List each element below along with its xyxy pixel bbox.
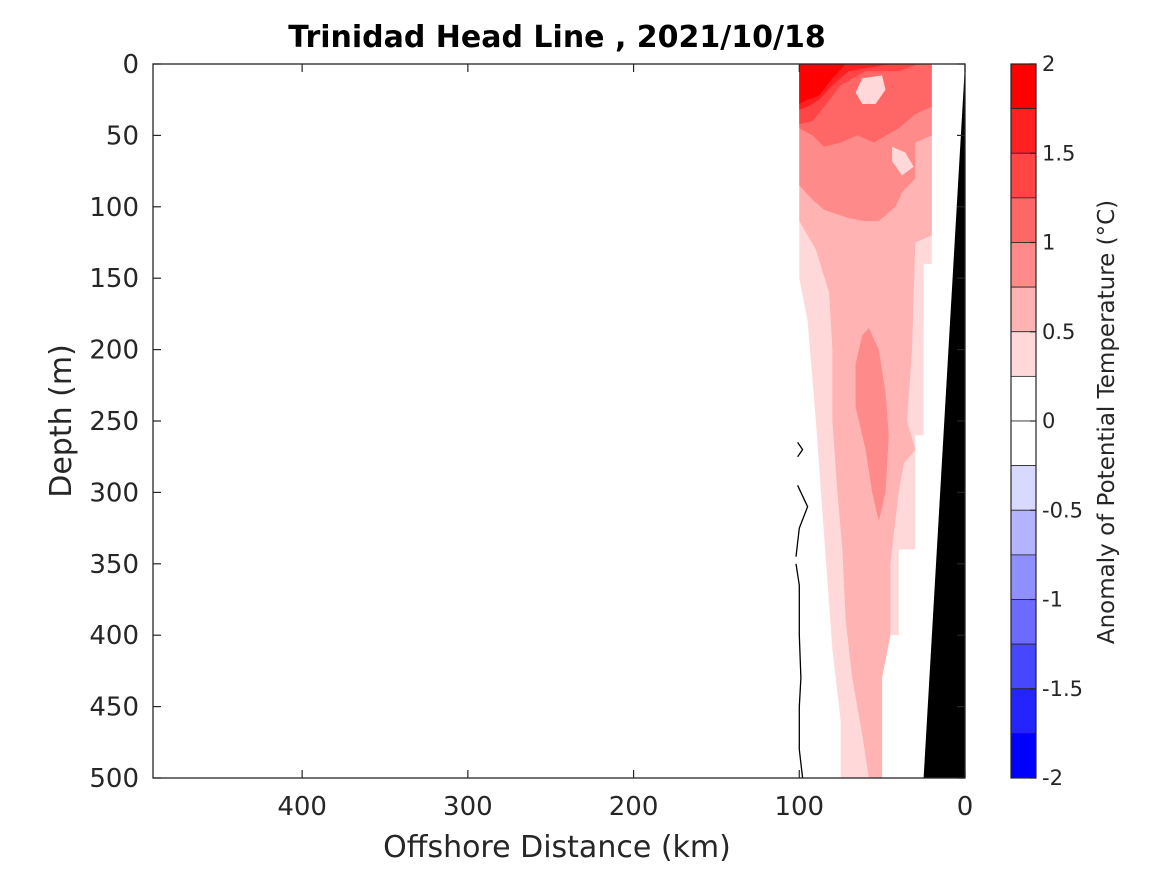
colorbar-tick-label: 0.5 — [1042, 320, 1075, 344]
region-seafloor — [923, 64, 965, 778]
region-anom-0.25-0.5-patch-top — [855, 75, 886, 104]
colorbar-tick-label: 0 — [1042, 409, 1055, 433]
colorbar-tick-label: 1 — [1042, 231, 1055, 255]
zero-contour-lines — [795, 442, 809, 778]
colorbar-tick-label: -0.5 — [1042, 498, 1083, 522]
colorbar-swatch — [1010, 465, 1037, 511]
y-tick-label: 250 — [89, 407, 139, 437]
colorbar-tick-label: 2 — [1042, 52, 1055, 76]
contour-fill-regions — [799, 64, 965, 778]
colorbar-swatch — [1010, 599, 1037, 645]
y-tick-label: 200 — [89, 336, 139, 366]
colorbar-tick-label: -1 — [1042, 588, 1063, 612]
y-tick-label: 400 — [89, 621, 139, 651]
colorbar-swatch — [1010, 286, 1037, 333]
y-tick-label: 50 — [106, 121, 139, 151]
x-axis-label: Offshore Distance (km) — [383, 830, 731, 865]
y-tick-label: 350 — [89, 550, 139, 580]
colorbar-swatch — [1010, 732, 1037, 779]
x-tick-label: 0 — [957, 792, 974, 822]
x-axis-ticks: 400 300 200 100 0 — [277, 64, 973, 822]
x-tick-label: 200 — [609, 792, 659, 822]
y-tick-label: 100 — [89, 193, 139, 223]
colorbar-swatch — [1010, 63, 1037, 110]
y-axis-label: Depth (m) — [44, 344, 79, 498]
colorbar-swatch — [1010, 509, 1037, 556]
y-tick-label: 500 — [89, 764, 139, 794]
y-tick-label: 0 — [122, 50, 139, 80]
y-axis-ticks: 0 50 100 150 200 250 300 350 400 450 500 — [89, 50, 965, 794]
colorbar-swatch — [1010, 420, 1037, 467]
colorbar-tick-label: -1.5 — [1042, 677, 1083, 701]
y-tick-label: 150 — [89, 264, 139, 294]
zero-contour-1 — [795, 485, 809, 557]
colorbar-swatch — [1010, 331, 1037, 377]
region-anom-1.75-2.0 — [799, 64, 846, 104]
colorbar-swatch — [1010, 242, 1037, 288]
x-tick-label: 400 — [277, 792, 327, 822]
x-tick-label: 300 — [443, 792, 493, 822]
region-anom-0.25-0.5-patch-mid — [892, 146, 914, 176]
y-tick-label: 450 — [89, 693, 139, 723]
colorbar-tick-label: -2 — [1042, 766, 1063, 790]
zero-contour-2 — [795, 563, 804, 778]
colorbar-swatch — [1010, 108, 1037, 154]
colorbar-swatch — [1010, 554, 1037, 600]
colorbar-swatch — [1010, 197, 1037, 243]
colorbar-label: Anomaly of Potential Temperature (°C) — [1094, 200, 1120, 644]
colorbar-swatch — [1010, 688, 1037, 734]
colorbar-tick-label: 1.5 — [1042, 141, 1075, 165]
colorbar: 2 1.5 1 0.5 0 -0.5 -1 -1.5 -2 — [1010, 52, 1083, 790]
region-anom-0.75-1.0-core — [855, 328, 889, 521]
colorbar-swatch — [1010, 375, 1037, 422]
x-tick-label: 100 — [774, 792, 824, 822]
colorbar-swatch — [1010, 152, 1037, 199]
colorbar-swatch — [1010, 643, 1037, 690]
chart-title: Trinidad Head Line , 2021/10/18 — [288, 20, 825, 55]
zero-contour-0 — [797, 442, 804, 458]
y-tick-label: 300 — [89, 478, 139, 508]
